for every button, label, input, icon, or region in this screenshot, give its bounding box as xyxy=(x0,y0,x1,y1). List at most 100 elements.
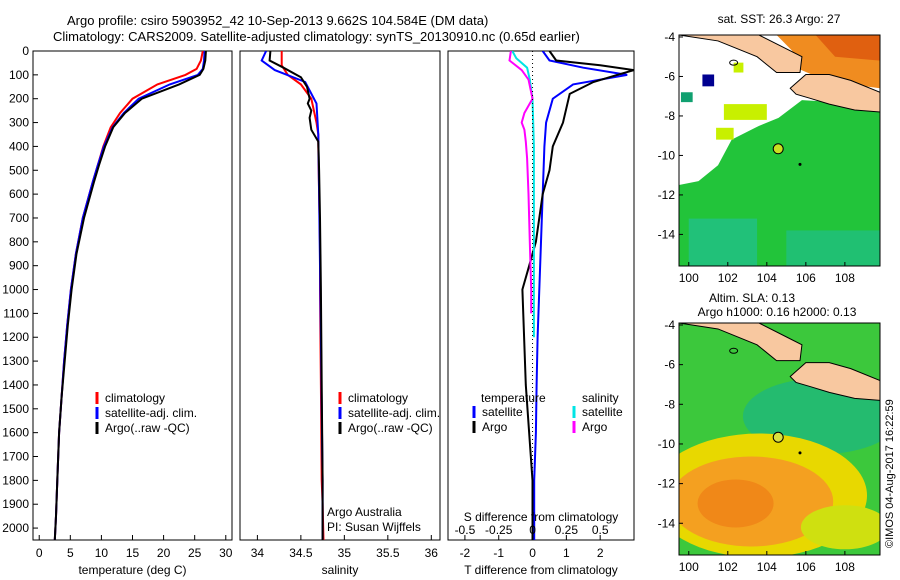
difference-xtick-label: 1 xyxy=(563,546,570,560)
sla_map-panel: -4 -6 -8 -10 -12 -14 100 102 104 106 108 Altim. SLA… xyxy=(658,291,881,574)
difference-legend-title-temperature: temperature xyxy=(481,391,546,405)
salinity-legend-label: climatology xyxy=(348,391,408,405)
salinity-series-argo-raw-qc- xyxy=(268,51,324,540)
sla_map-blob-lime xyxy=(800,505,880,550)
temperature-series-satellite-adj-clim- xyxy=(53,51,206,540)
difference-xtick-label: 2 xyxy=(597,546,604,560)
sst_map-ocean-teal-sw xyxy=(688,218,758,266)
salinity-annotation-line2: PI: Susan Wijffels xyxy=(327,520,421,534)
sla_map-island-christmas xyxy=(798,451,802,455)
temperature-series-argo-raw-qc- xyxy=(53,51,207,540)
temperature-xtick-label: 10 xyxy=(95,546,109,560)
temperature-ytick-label: 1200 xyxy=(2,330,29,344)
salinity-legend-label: satellite-adj. clim. xyxy=(348,406,440,420)
temperature-ytick-label: 400 xyxy=(9,139,29,153)
temperature-ytick-label: 500 xyxy=(9,163,29,177)
difference-panel: -2 -1 0 1 2 T difference from climatology -0.5… xyxy=(447,50,635,577)
sst-map-title: sat. SST: 26.3 Argo: 27 xyxy=(718,12,841,26)
sla-map-title-line1: Altim. SLA: 0.13 xyxy=(709,291,795,305)
salinity-annotation-line1: Argo Australia xyxy=(327,505,402,519)
side-stamp: ©IMOS 04-Aug-2017 16:22:59 xyxy=(884,399,896,548)
sst_map-ocean-yellow xyxy=(723,104,767,120)
salinity-series-satellite-adj-clim- xyxy=(260,51,324,540)
sst_map-frame xyxy=(678,34,881,267)
temperature-legend-label: satellite-adj. clim. xyxy=(105,406,197,420)
sst_map-ocean-darkorange xyxy=(815,35,880,61)
difference-legend-label: satellite xyxy=(482,405,523,419)
figure-title-line1: Argo profile: csiro 5903952_42 10-Sep-20… xyxy=(67,13,489,28)
temperature-ytick-label: 1100 xyxy=(3,306,29,320)
sst_map-xtick-label: 100 xyxy=(679,271,699,285)
difference-xlabel: T difference from climatology xyxy=(464,563,618,577)
temperature-legend-label: Argo(..raw -QC) xyxy=(105,421,190,435)
difference-top-tick-label: -0.25 xyxy=(485,523,513,537)
difference-legend-label: Argo xyxy=(582,420,608,434)
temperature-legend-label: climatology xyxy=(105,391,165,405)
sla_map-field xyxy=(679,323,880,555)
sst_map-land-java xyxy=(789,73,880,113)
temperature-xtick-label: 30 xyxy=(219,546,233,560)
difference-top-tick-label: 0.5 xyxy=(592,523,609,537)
sst_map-pixel-yellow xyxy=(733,62,744,73)
sst_map-pixel-teal xyxy=(680,92,693,103)
figure-title-line2: Climatology: CARS2009. Satellite-adjuste… xyxy=(53,29,580,44)
difference-top-tick-label: 0 xyxy=(529,523,536,537)
sla_map-xtick-label: 104 xyxy=(757,560,777,574)
sla_map-island-enggano xyxy=(729,347,739,354)
sst_map-panel: -4 -6 -8 -10 -12 -14 100 102 104 106 108 sat. SST: … xyxy=(658,12,881,285)
difference-xtick-label: -2 xyxy=(460,546,471,560)
sla_map-land-java xyxy=(789,362,880,401)
sla_map-ytick-label: -6 xyxy=(664,358,675,372)
sla_map-xtick-label: 106 xyxy=(796,560,816,574)
difference-xtick-label: 0 xyxy=(529,546,536,560)
salinity-xtick-label: 36 xyxy=(425,546,439,560)
salinity-xlabel: salinity xyxy=(322,563,359,577)
sst_map-ytick-label: -4 xyxy=(664,30,675,44)
difference-legend-title-salinity: salinity xyxy=(582,391,619,405)
temperature-ytick-label: 100 xyxy=(9,68,29,82)
sst_map-ocean-yellow-2 xyxy=(716,127,734,140)
temperature-frame xyxy=(32,50,233,541)
difference-top-axis-label: S difference from climatology xyxy=(464,510,619,524)
temperature-xtick-label: 25 xyxy=(188,546,202,560)
temperature-xlabel: temperature (deg C) xyxy=(78,563,186,577)
sst_map-land-sumatra xyxy=(679,35,803,74)
sst_map-argo-marker xyxy=(772,143,784,155)
salinity-frame xyxy=(239,50,441,541)
sst_map-pixel-navy xyxy=(702,74,715,87)
difference-top-tick-label: 0.25 xyxy=(555,523,579,537)
temperature-ytick-label: 800 xyxy=(9,235,29,249)
sla_map-xtick-label: 100 xyxy=(679,560,699,574)
temperature-ytick-label: 1700 xyxy=(2,450,29,464)
sla_map-ytick-label: -12 xyxy=(658,477,676,491)
temperature-xtick-label: 5 xyxy=(67,546,74,560)
sst_map-ytick-label: -12 xyxy=(658,188,676,202)
temperature-series-climatology xyxy=(53,51,204,540)
difference-xtick-label: -1 xyxy=(493,546,504,560)
sst_map-xtick-label: 108 xyxy=(835,271,855,285)
sla_map-blob-darkorange xyxy=(697,479,774,528)
difference-top-tick-label: -0.5 xyxy=(455,523,476,537)
salinity-xtick-label: 35.5 xyxy=(376,546,400,560)
difference-series-s-argo xyxy=(508,51,534,314)
temperature-ytick-label: 0 xyxy=(22,44,29,58)
sst_map-ytick-label: -8 xyxy=(664,109,675,123)
difference-frame xyxy=(447,50,635,541)
sla_map-frame xyxy=(678,322,881,556)
temperature-ytick-label: 600 xyxy=(9,187,29,201)
sla_map-ytick-label: -10 xyxy=(658,437,676,451)
sla_map-xtick-label: 108 xyxy=(835,560,855,574)
temperature-ytick-label: 2000 xyxy=(2,521,29,535)
temperature-ytick-label: 900 xyxy=(9,259,29,273)
temperature-ytick-label: 700 xyxy=(9,211,29,225)
sst_map-ytick-label: -14 xyxy=(658,227,676,241)
salinity-xtick-label: 34.5 xyxy=(289,546,313,560)
sst_map-ocean-teal-se xyxy=(786,230,880,266)
salinity-xtick-label: 35 xyxy=(338,546,352,560)
temperature-ytick-label: 1300 xyxy=(2,354,29,368)
sst_map-ytick-label: -6 xyxy=(664,69,675,83)
sla_map-xtick-label: 102 xyxy=(718,560,738,574)
difference-legend-label: Argo xyxy=(482,420,508,434)
difference-legend-label: satellite xyxy=(582,405,623,419)
